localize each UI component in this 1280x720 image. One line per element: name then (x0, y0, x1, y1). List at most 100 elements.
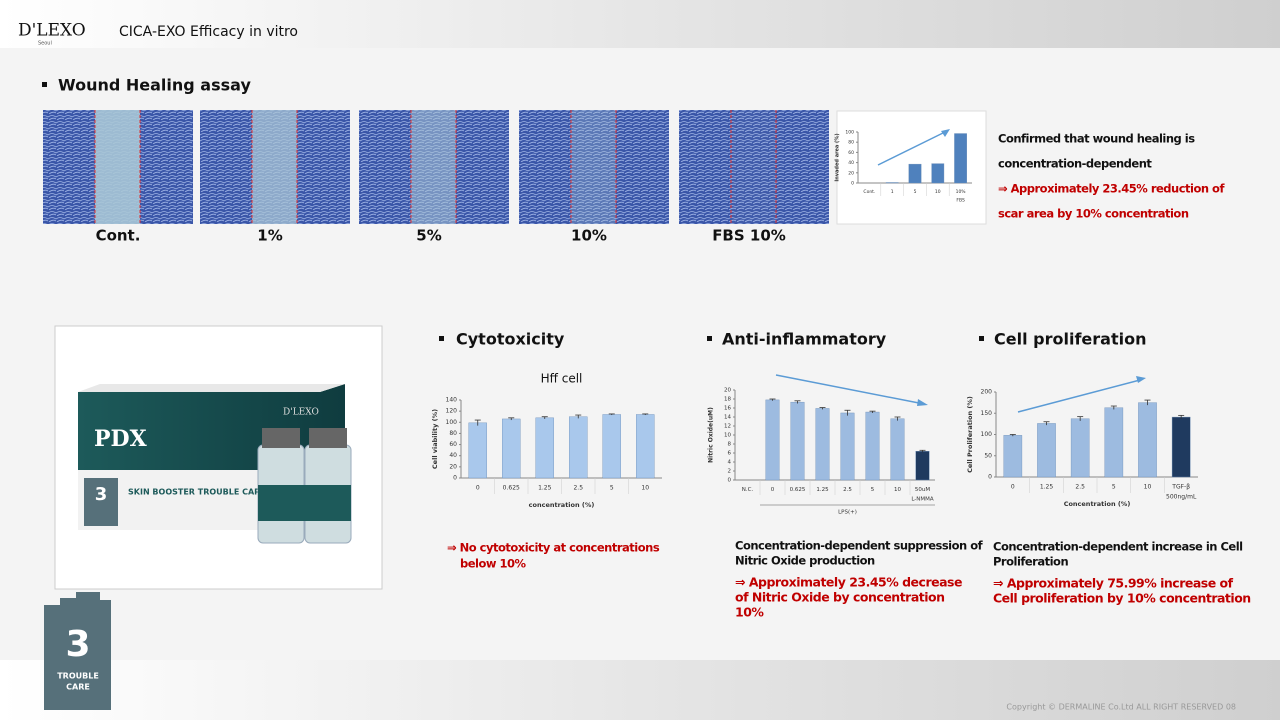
wound-gap (571, 110, 616, 224)
y-axis-label: Cell Proliferation (%) (966, 396, 974, 473)
y-tick-label: 100 (981, 431, 993, 438)
note: Proliferation (993, 555, 1068, 569)
chart-title: Hff cell (541, 372, 583, 386)
x-tick-label: 0.625 (503, 485, 520, 492)
x-tick-label: Cont. (863, 189, 875, 195)
y-tick-label: 150 (981, 410, 993, 417)
trend-arrow (775, 374, 925, 405)
x-tick-label: 0 (1011, 484, 1015, 491)
note: scar area by 10% concentration (998, 207, 1189, 221)
product-badge-number: 3 (95, 484, 108, 505)
note: ⇒ Approximately 23.45% reduction of (998, 182, 1225, 196)
bar (602, 414, 621, 479)
note: ⇒ No cytotoxicity at concentrations (447, 541, 660, 555)
arrow-head (1136, 376, 1146, 383)
bar (569, 416, 588, 479)
x-tick-label: N.C. (742, 487, 754, 493)
bullet (979, 336, 984, 341)
bar (890, 418, 905, 481)
copyright: Copyright © DERMALINE Co.Ltd ALL RIGHT R… (1006, 703, 1236, 712)
image-label: Cont. (96, 227, 141, 245)
x-axis-label: concentration (%) (529, 501, 595, 509)
y-tick-label: 100 (845, 130, 854, 136)
note: ⇒ Approximately 75.99% increase of (993, 576, 1234, 591)
bar (1037, 423, 1056, 478)
y-tick-label: 4 (728, 460, 732, 466)
x-tick-label: 10% (956, 189, 967, 195)
x-sub-label: FBS (956, 198, 965, 204)
x-tick-label: 5 (610, 485, 614, 492)
product-badge (84, 478, 118, 526)
note: of Nitric Oxide by concentration (735, 590, 945, 605)
y-tick-label: 140 (446, 397, 458, 404)
bullet (707, 336, 712, 341)
slide-title: CICA-EXO Efficacy in vitro (119, 24, 298, 40)
bar (908, 163, 922, 184)
assay-image (679, 110, 829, 224)
y-tick-label: 20 (848, 170, 854, 176)
y-axis-label: Cell viability (%) (431, 409, 439, 469)
x-tick-label: 2.5 (573, 485, 583, 492)
trend-arrow (877, 130, 948, 166)
x-tick-label: 5 (871, 487, 875, 493)
bar (1003, 435, 1023, 478)
note: Concentration-dependent increase in Cell (993, 540, 1243, 554)
x-sub-label: L-NMMA (911, 497, 934, 503)
bar (954, 133, 967, 184)
y-tick-label: 20 (724, 388, 731, 394)
x-tick-label: 0 (476, 485, 480, 492)
note: Concentration-dependent suppression of (735, 539, 984, 553)
x-tick-label: 1.25 (816, 487, 829, 493)
y-tick-label: 2 (728, 469, 732, 475)
product-line: SKIN BOOSTER TROUBLE CARE (128, 488, 266, 497)
vial-cap (262, 428, 300, 448)
x-tick-label: 0.625 (790, 487, 806, 493)
y-tick-label: 0 (453, 475, 457, 482)
note: Confirmed that wound healing is (998, 132, 1195, 146)
note: Nitric Oxide production (735, 554, 875, 568)
wound-gap (95, 110, 140, 224)
x-tick-label: 10 (1144, 484, 1152, 491)
footer-band (0, 660, 1280, 720)
x-tick-label: 1 (891, 189, 894, 195)
y-tick-label: 14 (724, 415, 731, 421)
section-heading: Cytotoxicity (456, 330, 565, 349)
y-tick-label: 50 (984, 452, 992, 459)
bar (840, 412, 855, 481)
vial-cap (309, 428, 347, 448)
product-brand: PDX (94, 426, 148, 452)
assay-image (519, 110, 669, 224)
product-maker: D'LEXO (283, 408, 319, 418)
y-tick-label: 0 (851, 181, 854, 187)
bar (1171, 416, 1191, 478)
bar (1138, 402, 1157, 478)
y-tick-label: 80 (449, 430, 457, 437)
logo-text: CARE (66, 683, 90, 692)
note: concentration-dependent (998, 157, 1152, 171)
bar (468, 422, 487, 479)
y-tick-label: 100 (446, 419, 458, 426)
y-tick-label: 0 (988, 474, 992, 481)
y-axis-label: Invaded area (%) (835, 133, 841, 181)
logo-badge (44, 592, 111, 710)
y-tick-label: 16 (724, 406, 731, 412)
brand: D'LEXO (18, 21, 86, 41)
bullet (42, 82, 47, 87)
y-tick-label: 0 (728, 478, 732, 484)
x-tick-label: 1.25 (1040, 484, 1054, 491)
arrow-head (917, 399, 928, 406)
bar (1104, 407, 1124, 478)
x-group-label: LPS(+) (838, 510, 857, 516)
image-label: FBS 10% (712, 227, 786, 245)
x-tick-label: 50uM (915, 487, 930, 493)
section-heading: Cell proliferation (994, 330, 1146, 349)
wound-gap (731, 110, 776, 224)
bar (535, 417, 554, 479)
logo-text: TROUBLE (57, 672, 99, 681)
y-tick-label: 120 (446, 408, 458, 415)
x-tick-label: 10 (641, 485, 649, 492)
y-tick-label: 40 (848, 160, 854, 166)
note: Cell proliferation by 10% concentration (993, 591, 1251, 606)
bar (885, 182, 899, 184)
